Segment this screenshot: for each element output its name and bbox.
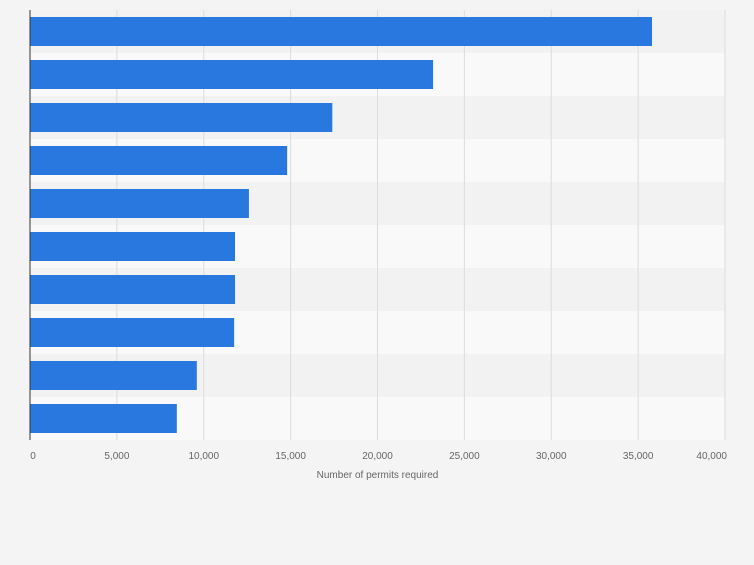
- x-tick-label: 10,000: [188, 451, 219, 462]
- x-tick-label: 35,000: [623, 451, 654, 462]
- bar: [30, 103, 333, 132]
- bars: [30, 17, 653, 433]
- bar: [30, 318, 235, 347]
- x-tick-label: 0: [30, 451, 36, 462]
- x-axis-label: Number of permits required: [317, 470, 439, 481]
- bar: [30, 275, 236, 304]
- bar: [30, 404, 177, 433]
- bar: [30, 146, 288, 175]
- bar: [30, 232, 236, 261]
- bar: [30, 60, 434, 89]
- x-tick-label: 5,000: [104, 451, 129, 462]
- x-tick-label: 20,000: [362, 451, 393, 462]
- x-tick-label: 40,000: [696, 451, 727, 462]
- bar: [30, 17, 653, 46]
- x-tick-labels: 0 5,000 10,000 15,000 20,000 25,000 30,000 35,0…: [30, 451, 727, 462]
- bar: [30, 361, 197, 390]
- x-tick-label: 25,000: [449, 451, 480, 462]
- x-tick-label: 15,000: [275, 451, 306, 462]
- x-tick-label: 30,000: [536, 451, 567, 462]
- bar: [30, 189, 249, 218]
